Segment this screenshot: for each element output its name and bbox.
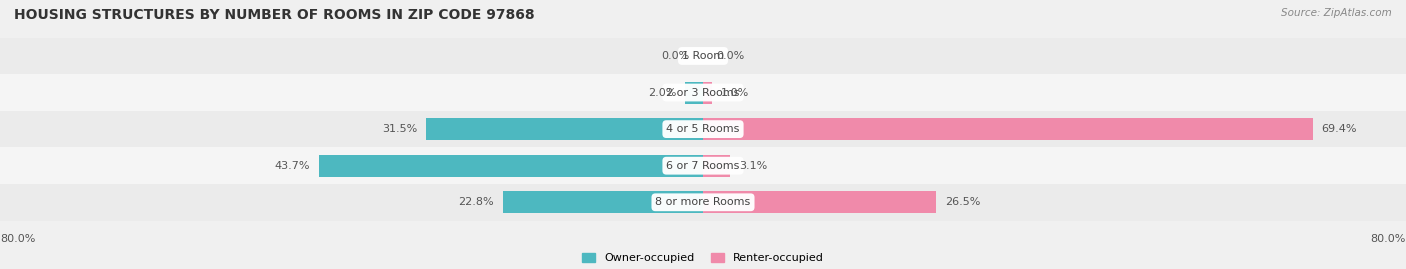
Bar <box>686 82 703 104</box>
Bar <box>703 155 730 177</box>
Text: 3.1%: 3.1% <box>740 161 768 171</box>
Text: 1 Room: 1 Room <box>682 51 724 61</box>
Bar <box>0 74 1406 111</box>
Text: 43.7%: 43.7% <box>274 161 311 171</box>
Legend: Owner-occupied, Renter-occupied: Owner-occupied, Renter-occupied <box>582 253 824 263</box>
Bar <box>503 191 703 213</box>
Bar <box>319 155 703 177</box>
Text: 2 or 3 Rooms: 2 or 3 Rooms <box>666 87 740 98</box>
Text: 0.0%: 0.0% <box>716 51 744 61</box>
Bar <box>703 82 711 104</box>
Bar <box>426 118 703 140</box>
Text: 22.8%: 22.8% <box>458 197 494 207</box>
Text: 31.5%: 31.5% <box>382 124 418 134</box>
Bar <box>703 191 936 213</box>
Bar <box>0 147 1406 184</box>
Bar <box>0 38 1406 74</box>
Text: Source: ZipAtlas.com: Source: ZipAtlas.com <box>1281 8 1392 18</box>
Bar <box>0 111 1406 147</box>
Text: 80.0%: 80.0% <box>0 234 35 244</box>
Text: 80.0%: 80.0% <box>1371 234 1406 244</box>
Text: 4 or 5 Rooms: 4 or 5 Rooms <box>666 124 740 134</box>
Bar <box>0 184 1406 221</box>
Text: 2.0%: 2.0% <box>648 87 676 98</box>
Text: 26.5%: 26.5% <box>945 197 980 207</box>
Bar <box>703 118 1313 140</box>
Text: 69.4%: 69.4% <box>1322 124 1357 134</box>
Text: 6 or 7 Rooms: 6 or 7 Rooms <box>666 161 740 171</box>
Text: 8 or more Rooms: 8 or more Rooms <box>655 197 751 207</box>
Text: 0.0%: 0.0% <box>662 51 690 61</box>
Text: 1.0%: 1.0% <box>721 87 749 98</box>
Text: HOUSING STRUCTURES BY NUMBER OF ROOMS IN ZIP CODE 97868: HOUSING STRUCTURES BY NUMBER OF ROOMS IN… <box>14 8 534 22</box>
